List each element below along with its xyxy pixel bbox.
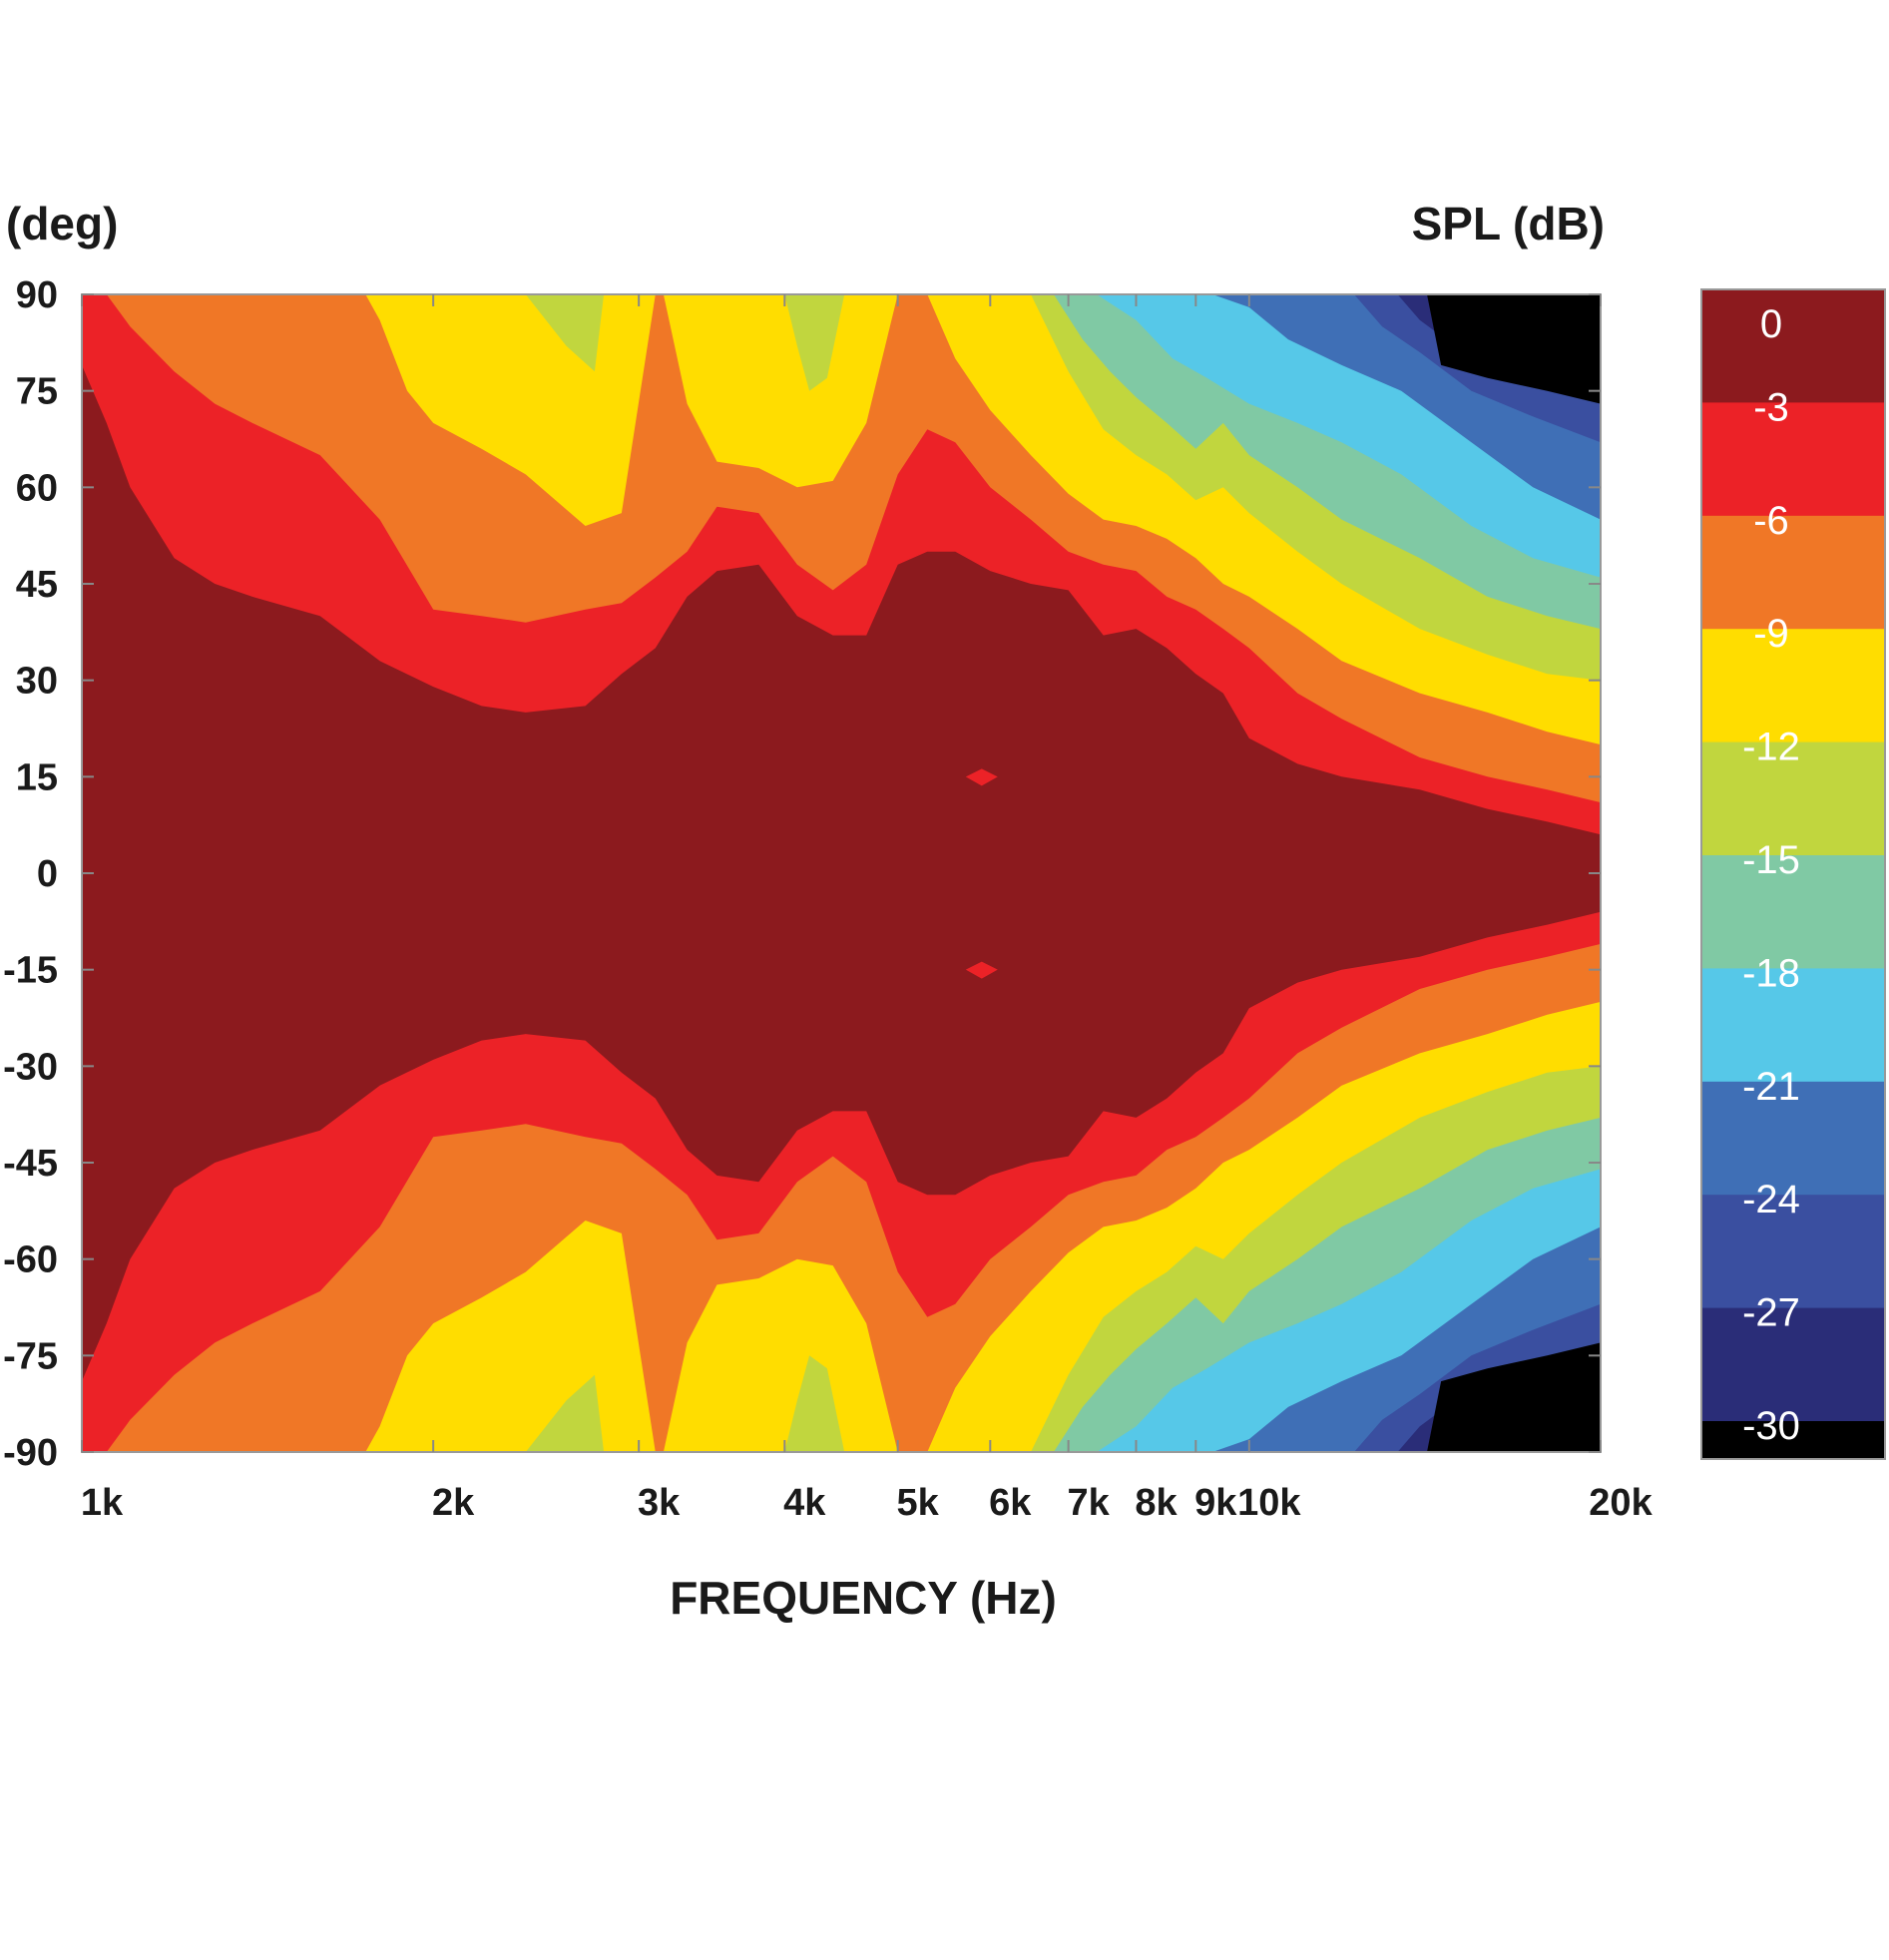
colorbar: 0 -3 -6 -9 -12 -15 -18 -21 -24 -27 -30 [1700,288,1886,1460]
contour-band-bottom-30 [1427,1342,1601,1452]
colorbar-label: -27 [1742,1291,1800,1335]
y-tick-label: 15 [16,756,58,798]
x-axis: 1k 2k 3k 4k 5k 6k 7k 8k 9k 10k 20k [81,294,1653,1524]
colorbar-swatch [1701,855,1885,969]
colorbar-label: -30 [1742,1404,1800,1448]
colorbar-swatch [1701,289,1885,403]
colorbar-swatch [1701,741,1885,856]
colorbar-swatch [1701,1421,1885,1459]
y-tick-label: 90 [16,274,58,316]
colorbar-label: 0 [1760,302,1782,346]
y-tick-label: -75 [3,1335,58,1377]
x-tick-label: 4k [783,1482,826,1524]
plot-area [82,294,1601,1452]
colorbar-label: -24 [1742,1178,1800,1222]
x-tick-label: 8k [1135,1482,1178,1524]
colorbar-label: -15 [1742,838,1800,882]
x-tick-label: 20k [1589,1482,1653,1524]
colorbar-swatch [1701,1307,1885,1422]
y-tick-label: 45 [16,564,58,606]
y-tick-label: -60 [3,1239,58,1281]
colorbar-label: -9 [1753,612,1789,656]
x-tick-label: 7k [1067,1482,1110,1524]
x-tick-label: 3k [638,1482,681,1524]
y-tick-label: -90 [3,1432,58,1474]
y-tick-label: 0 [37,853,58,895]
colorbar-frame [1700,288,1886,1460]
y-tick-label: -30 [3,1046,58,1088]
x-tick-label: 1k [81,1482,124,1524]
x-tick-label: 9k [1194,1482,1237,1524]
x-axis-title: FREQUENCY (Hz) [670,1572,1057,1624]
colorbar-title: SPL (dB) [1412,198,1605,249]
colorbar-swatch [1701,402,1885,517]
y-axis-title: (deg) [6,198,118,249]
y-tick-label: 30 [16,661,58,703]
contour-dip-1 [965,961,998,979]
colorbar-label: -21 [1742,1065,1800,1109]
contour-band-top-30 [1427,294,1601,404]
colorbar-label: -12 [1742,726,1800,769]
y-axis: 90 75 60 45 30 15 0 -15 -30 -45 -60 -75 -90 [3,274,1601,1474]
x-tick-label: 5k [897,1482,940,1524]
colorbar-label: -3 [1753,385,1789,429]
x-tick-label: 6k [989,1482,1032,1524]
y-tick-label: 60 [16,467,58,509]
colorbar-swatch [1701,515,1885,630]
y-tick-label: 75 [16,371,58,413]
colorbar-label: -18 [1742,951,1800,995]
colorbar-label: -6 [1753,499,1789,543]
x-tick-label: 2k [432,1482,475,1524]
colorbar-swatch [1701,1195,1885,1309]
colorbar-swatch [1701,629,1885,743]
colorbar-swatch [1701,1081,1885,1196]
colorbar-swatch [1701,968,1885,1083]
x-tick-label: 10k [1237,1482,1301,1524]
y-tick-label: -45 [3,1143,58,1185]
y-tick-label: -15 [3,950,58,992]
contour-dip-0 [965,768,998,786]
